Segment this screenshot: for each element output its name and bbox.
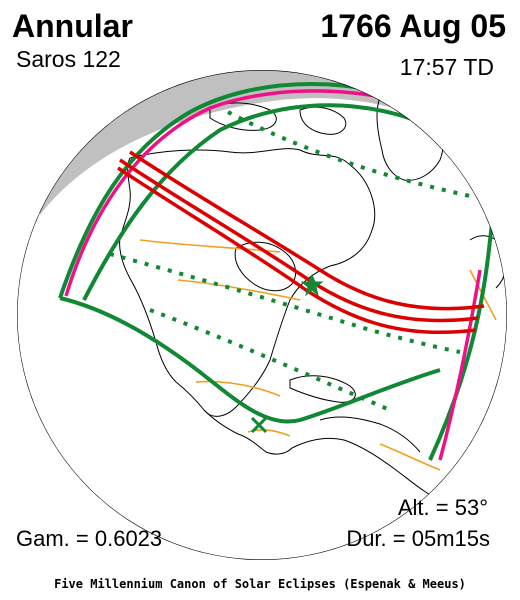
dotted-contours [109, 110, 471, 412]
eclipse-date: 1766 Aug 05 [320, 8, 506, 44]
duration-value: Dur. = 05m15s [346, 526, 490, 551]
eclipse-time: 17:57 TD [399, 54, 494, 80]
greatest-eclipse-star-icon [300, 273, 324, 297]
saros-label: Saros 122 [16, 46, 121, 72]
altitude-value: Alt. = 53° [397, 495, 488, 520]
gamma-value: Gam. = 0.6023 [16, 526, 163, 551]
credit-line: Five Millennium Canon of Solar Eclipses … [54, 577, 466, 591]
subsolar-point-x-icon [250, 416, 268, 434]
eclipse-type-title: Annular [12, 8, 133, 44]
globe-disk [17, 70, 507, 560]
